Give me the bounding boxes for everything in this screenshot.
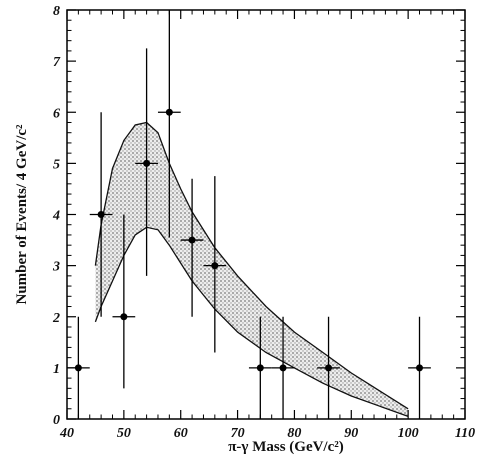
marker — [143, 159, 151, 167]
y-tick-label: 7 — [53, 55, 61, 70]
marker — [120, 313, 128, 321]
data-point-1 — [89, 112, 113, 317]
y-tick-label: 6 — [53, 106, 60, 121]
x-tick-label: 100 — [398, 426, 419, 441]
marker — [279, 364, 287, 372]
marker — [97, 211, 105, 218]
x-axis-ticks: 40 50 60 70 80 90 100 110 — [59, 10, 475, 441]
x-axis-label: π-γ Mass (GeV/c²) — [228, 439, 344, 455]
y-tick-label: 8 — [53, 4, 60, 19]
x-tick-label: 110 — [455, 426, 475, 441]
data-point-9 — [317, 316, 340, 419]
marker — [416, 364, 424, 372]
y-tick-label: 5 — [53, 157, 60, 172]
y-tick-label: 0 — [53, 413, 60, 428]
marker — [325, 364, 333, 372]
band-fill — [95, 122, 409, 417]
x-tick-label: 90 — [344, 426, 358, 441]
data-point-10 — [408, 316, 431, 419]
x-tick-label: 80 — [287, 426, 301, 441]
marker — [74, 364, 82, 372]
data-point-4 — [157, 10, 181, 238]
y-tick-label: 2 — [52, 311, 60, 326]
marker — [188, 236, 196, 244]
y-tick-label: 1 — [53, 362, 60, 377]
marker — [256, 364, 264, 372]
x-tick-label: 50 — [117, 426, 131, 441]
marker — [211, 262, 219, 270]
band-upper-edge — [94, 121, 409, 410]
x-tick-label: 40 — [59, 426, 74, 441]
data-points — [67, 10, 431, 419]
data-point-8 — [271, 316, 295, 419]
data-point-5 — [180, 178, 204, 317]
x-tick-label: 60 — [174, 426, 188, 441]
marker — [165, 108, 173, 116]
data-point-3 — [135, 48, 158, 276]
data-point-6 — [203, 176, 227, 353]
x-tick-label: 70 — [231, 426, 245, 441]
y-tick-label: 4 — [52, 209, 60, 224]
y-axis-label: Number of Events/ 4 GeV/c² — [14, 124, 30, 305]
data-point-2 — [112, 214, 136, 389]
y-axis-ticks: 0 1 2 3 4 5 6 7 8 — [52, 4, 465, 428]
uncertainty-band — [94, 121, 409, 418]
band-lower-edge — [94, 226, 409, 418]
data-point-7 — [248, 316, 272, 419]
y-tick-label: 3 — [52, 260, 60, 275]
